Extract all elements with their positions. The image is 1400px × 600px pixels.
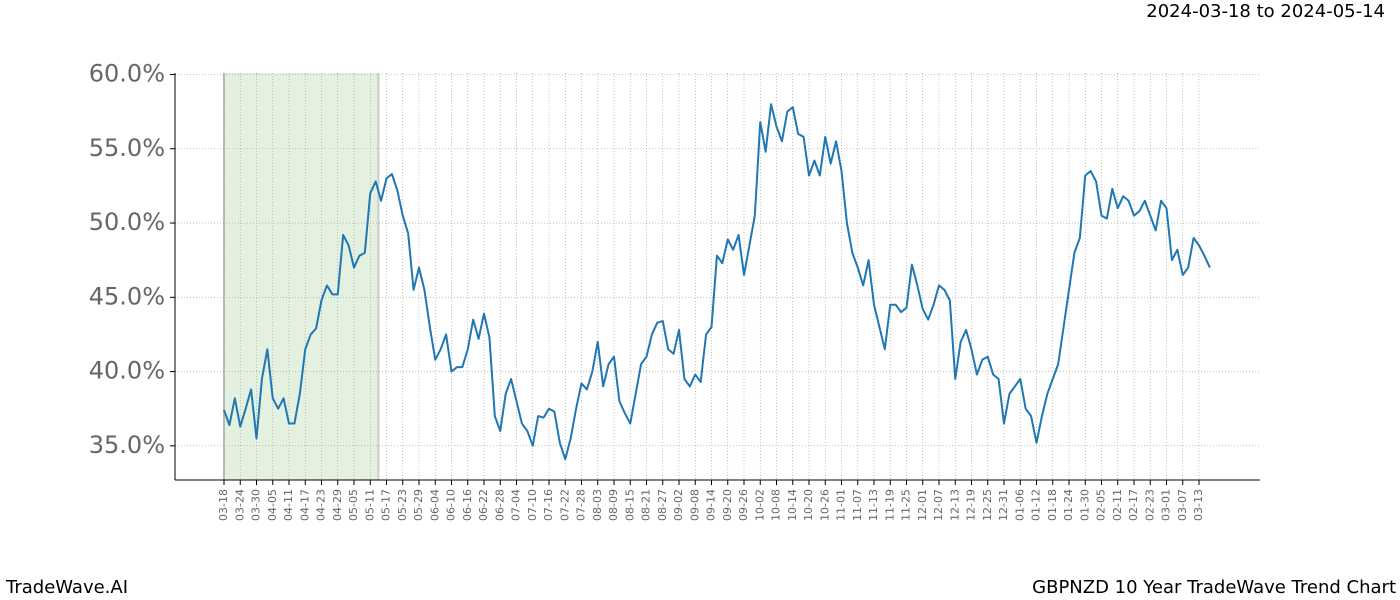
- x-tick-label: 01-30: [1078, 489, 1091, 521]
- x-tick-label: 08-03: [591, 489, 604, 521]
- x-tick-label: 10-02: [753, 489, 766, 521]
- y-tick-label: 50.0%: [89, 208, 165, 236]
- x-tick-label: 04-29: [331, 489, 344, 521]
- x-tick-label: 07-10: [526, 489, 539, 521]
- x-tick-label: 05-05: [347, 489, 360, 521]
- x-tick-label: 06-04: [428, 489, 441, 521]
- x-tick-label: 03-01: [1160, 489, 1173, 521]
- x-tick-label: 12-13: [948, 489, 961, 521]
- x-tick-label: 08-21: [640, 489, 653, 521]
- brand: TradeWave.AI: [5, 577, 128, 598]
- x-tick-label: 11-25: [900, 489, 913, 521]
- y-tick-label: 40.0%: [89, 357, 165, 385]
- x-tick-label: 01-18: [1046, 489, 1059, 521]
- x-tick-label: 03-13: [1192, 489, 1205, 521]
- x-tick-label: 05-11: [363, 489, 376, 521]
- x-tick-label: 12-31: [997, 489, 1010, 521]
- highlight-region: [224, 73, 379, 480]
- x-tick-label: 02-17: [1127, 489, 1140, 521]
- x-tick-label: 10-14: [786, 489, 799, 521]
- x-tick-label: 03-30: [250, 489, 263, 521]
- x-tick-label: 11-01: [835, 489, 848, 521]
- x-tick-label: 03-18: [217, 489, 230, 521]
- x-tick-label: 08-15: [623, 489, 636, 521]
- x-tick-label: 03-07: [1176, 489, 1189, 521]
- x-tick-label: 01-12: [1030, 489, 1043, 521]
- x-tick-label: 10-20: [802, 489, 815, 521]
- y-tick-label: 60.0%: [89, 59, 165, 87]
- x-tick-label: 05-29: [412, 489, 425, 521]
- x-tick-label: 04-23: [315, 489, 328, 521]
- date-range: 2024-03-18 to 2024-05-14: [1146, 1, 1385, 22]
- x-tick-label: 11-19: [883, 489, 896, 521]
- x-tick-label: 11-13: [867, 489, 880, 521]
- x-tick-label: 06-16: [461, 489, 474, 521]
- x-tick-label: 07-04: [510, 489, 523, 521]
- y-tick-label: 35.0%: [89, 431, 165, 459]
- y-tick-label: 55.0%: [89, 134, 165, 162]
- x-tick-label: 08-27: [656, 489, 669, 521]
- x-tick-label: 06-28: [493, 489, 506, 521]
- x-tick-label: 02-05: [1095, 489, 1108, 521]
- x-tick-label: 04-11: [282, 489, 295, 521]
- data-line: [223, 103, 1211, 461]
- x-tick-label: 04-17: [298, 489, 311, 521]
- x-tick-label: 02-23: [1143, 489, 1156, 521]
- x-tick-label: 06-22: [477, 489, 490, 521]
- x-tick-label: 11-07: [851, 489, 864, 521]
- x-tick-label: 09-02: [672, 489, 685, 521]
- x-tick-label: 09-14: [705, 489, 718, 521]
- x-tick-label: 07-16: [542, 489, 555, 521]
- x-tick-label: 07-28: [575, 489, 588, 521]
- x-tick-label: 03-24: [233, 489, 246, 521]
- x-tick-label: 12-19: [965, 489, 978, 521]
- x-tick-label: 09-08: [688, 489, 701, 521]
- x-tick-label: 10-08: [770, 489, 783, 521]
- x-tick-label: 12-01: [916, 489, 929, 521]
- x-tick-label: 07-22: [558, 489, 571, 521]
- x-tick-label: 01-06: [1013, 489, 1026, 521]
- x-tick-label: 12-07: [932, 489, 945, 521]
- x-tick-label: 01-24: [1062, 489, 1075, 521]
- x-tick-label: 09-20: [721, 489, 734, 521]
- x-tick-label: 04-05: [266, 489, 279, 521]
- x-tick-label: 12-25: [981, 489, 994, 521]
- x-tick-label: 09-26: [737, 489, 750, 521]
- y-tick-label: 45.0%: [89, 282, 165, 310]
- chart-title: GBPNZD 10 Year TradeWave Trend Chart: [1032, 577, 1396, 598]
- x-tick-label: 10-26: [818, 489, 831, 521]
- x-tick-label: 02-11: [1111, 489, 1124, 521]
- x-tick-label: 05-23: [396, 489, 409, 521]
- x-tick-label: 05-17: [380, 489, 393, 521]
- x-tick-label: 08-09: [607, 489, 620, 521]
- x-tick-label: 06-10: [445, 489, 458, 521]
